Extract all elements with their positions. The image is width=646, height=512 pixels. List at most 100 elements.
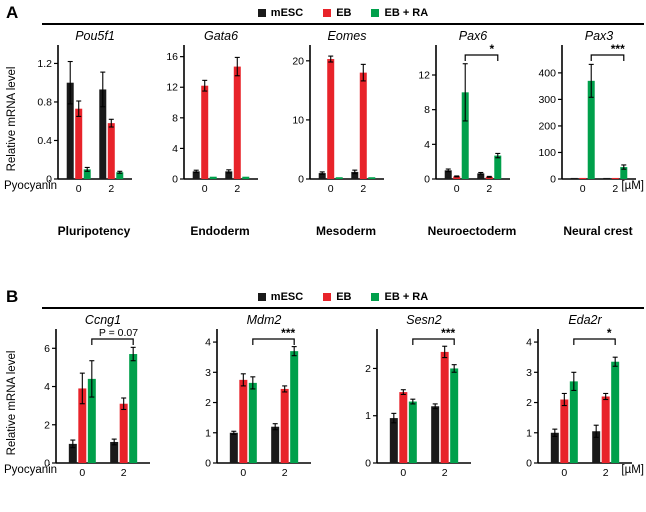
- legend-swatch: [371, 293, 380, 301]
- y-tick-label: 10: [292, 114, 304, 126]
- legend-label: EB + RA: [384, 291, 429, 303]
- y-tick-label: 6: [44, 343, 50, 355]
- y-tick-label: 0: [526, 458, 532, 470]
- bar-EB-0: [399, 392, 408, 463]
- bar-mESC-2: [225, 171, 233, 179]
- bar-EB-2: [485, 176, 493, 179]
- bar-EB-2: [601, 396, 610, 463]
- group-label-neuroectoderm: Neuroectoderm: [427, 224, 517, 238]
- bar-mESC-2: [592, 431, 601, 463]
- x-tick-label: 0: [401, 467, 407, 479]
- bar-EB-2: [107, 123, 115, 179]
- x-axis-unit-A: [µM]: [621, 180, 644, 192]
- bar-EB-+-RA-0: [587, 80, 595, 179]
- legend-divider-A: [42, 23, 644, 25]
- bar-mESC-2: [351, 171, 359, 179]
- x-axis-label-A: Pyocyanin: [4, 180, 58, 192]
- x-tick-label: 0: [561, 467, 567, 479]
- y-tick-label: 200: [538, 120, 556, 132]
- y-tick-label: 0: [44, 458, 50, 470]
- legend-B: mESC EB EB + RA: [40, 289, 646, 305]
- sig-bracket: [91, 338, 134, 345]
- chart-svg-Sesn2: Sesn2 0 1 2 0 2 ***: [365, 313, 472, 479]
- panel-A: A mESC EB EB + RA Relative mRNA level Pou5…: [0, 3, 646, 261]
- y-tick-label: 0: [172, 174, 178, 186]
- gene-title-Eda2r: Eda2r: [568, 313, 602, 327]
- charts-area-B: Relative mRNA level Ccng1 0 2 4 6 0 2 P = 0.07 M…: [0, 311, 646, 494]
- panel-label-A: A: [6, 3, 19, 22]
- bar-EB-+-RA-0: [209, 176, 217, 179]
- bar-mESC-0: [68, 443, 77, 463]
- y-tick-label: 20: [292, 55, 304, 67]
- chart-Mdm2: Mdm2 0 1 2 3 4 0 2 ***: [185, 311, 325, 494]
- legend-swatch: [257, 293, 266, 301]
- sig-bracket: [412, 338, 456, 345]
- bar-mESC-2: [110, 441, 119, 463]
- bar-EB-0: [453, 176, 461, 179]
- bar-EB-+-RA-2: [289, 351, 298, 463]
- legend-label: EB: [336, 291, 352, 303]
- legend-item-mESC: mESC: [257, 291, 304, 303]
- sig-label: ***: [281, 326, 295, 340]
- bar-mESC-2: [99, 89, 107, 179]
- y-tick-label: 300: [538, 94, 556, 106]
- sig-bracket: [251, 338, 295, 345]
- legend-item-EB-+-RA: EB + RA: [371, 291, 428, 303]
- bar-EB-+-RA-2: [611, 361, 620, 463]
- gene-title-Sesn2: Sesn2: [407, 313, 442, 327]
- chart-svg-Mdm2: Mdm2 0 1 2 3 4 0 2 ***: [205, 313, 311, 479]
- y-tick-label: 4: [424, 139, 430, 151]
- bar-EB-2: [440, 351, 449, 463]
- bar-EB-+-RA-2: [494, 155, 502, 179]
- bar-EB-+-RA-2: [368, 177, 376, 179]
- y-tick-label: 1: [526, 427, 532, 439]
- x-tick-label: 2: [234, 183, 240, 195]
- y-tick-label: 8: [424, 104, 430, 116]
- bar-EB-2: [233, 66, 241, 179]
- sig-bracket: [590, 54, 625, 61]
- charts-row-A: Pou5f1 0 0.4 0.8 1.2 0 2 Gata6 0 4 8 12 16 0 2 Eomes 0 10…: [24, 27, 646, 210]
- y-tick-label: 1.2: [37, 58, 52, 70]
- x-tick-label: 2: [603, 467, 609, 479]
- y-tick-label: 2: [526, 397, 532, 409]
- sig-label: ***: [611, 42, 625, 56]
- legend-divider-B: [42, 307, 644, 309]
- sig-bracket: [573, 338, 616, 345]
- chart-Eda2r: Eda2r 0 1 2 3 4 0 2 *: [506, 311, 646, 494]
- y-tick-label: 2: [205, 397, 211, 409]
- gene-title-Pax3: Pax3: [585, 29, 614, 43]
- chart-svg-Pax6: Pax6 0 4 8 12 0 2 *: [418, 29, 510, 195]
- bar-EB-2: [119, 403, 128, 463]
- bar-EB-+-RA-0: [409, 401, 418, 463]
- bar-mESC-0: [229, 432, 238, 463]
- y-tick-label: 0.8: [37, 96, 52, 108]
- bar-EB-+-RA-0: [569, 381, 578, 463]
- y-tick-label: 2: [365, 363, 371, 375]
- chart-Ccng1: Ccng1 0 2 4 6 0 2 P = 0.07: [24, 311, 164, 494]
- sig-label: *: [607, 326, 612, 340]
- y-tick-label: 0.4: [37, 135, 52, 147]
- bar-EB-2: [280, 388, 289, 463]
- x-tick-label: 2: [108, 183, 114, 195]
- legend-swatch: [323, 9, 332, 17]
- chart-Eomes: Eomes 0 10 20 0 2: [276, 27, 394, 210]
- y-tick-label: 2: [44, 419, 50, 431]
- bar-EB-+-RA-2: [450, 368, 459, 463]
- group-label-neural-crest: Neural crest: [563, 224, 633, 238]
- bar-EB-+-RA-0: [83, 169, 91, 179]
- bar-EB-0: [201, 85, 209, 179]
- y-tick-label: 1: [205, 427, 211, 439]
- x-tick-label: 0: [240, 467, 246, 479]
- bar-mESC-2: [603, 177, 611, 179]
- y-tick-label: 4: [205, 337, 211, 349]
- x-tick-label: 0: [580, 183, 586, 195]
- y-tick-label: 12: [166, 82, 178, 94]
- x-tick-label: 2: [612, 183, 618, 195]
- bar-EB-+-RA-2: [242, 176, 250, 179]
- x-tick-label: 0: [76, 183, 82, 195]
- x-tick-label: 2: [121, 467, 127, 479]
- legend-label: mESC: [270, 291, 304, 303]
- gene-title-Mdm2: Mdm2: [246, 313, 281, 327]
- bar-EB-0: [560, 399, 569, 463]
